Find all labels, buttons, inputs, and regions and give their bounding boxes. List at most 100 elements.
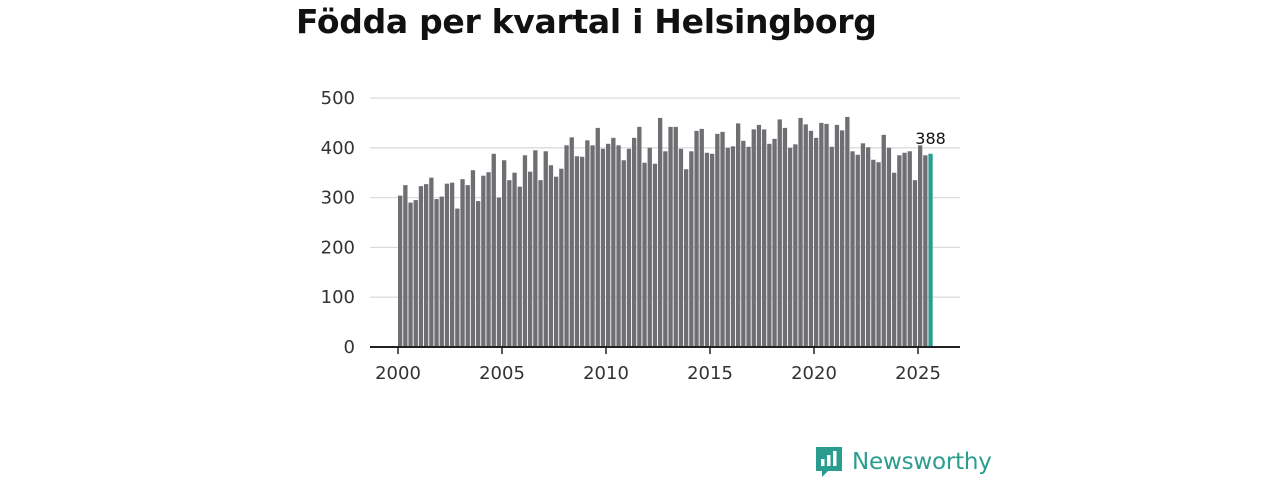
y-tick-label: 500 — [321, 88, 355, 109]
bar — [777, 119, 782, 347]
bar — [814, 137, 819, 347]
brand-name: Newsworthy — [852, 449, 992, 475]
bar — [496, 197, 502, 347]
bar — [491, 153, 496, 347]
bar — [798, 117, 803, 347]
bar — [803, 124, 808, 347]
x-tick-label: 2010 — [583, 363, 629, 384]
bar — [782, 127, 788, 347]
bar — [694, 130, 699, 347]
bar — [538, 180, 543, 347]
bar — [819, 122, 824, 348]
bar — [668, 126, 673, 347]
bar — [626, 148, 632, 347]
bar — [730, 146, 736, 347]
bar — [528, 171, 533, 347]
bar — [699, 128, 704, 347]
bar — [502, 160, 507, 347]
bar — [647, 147, 652, 347]
bar — [455, 208, 460, 347]
bar — [767, 143, 772, 347]
bar — [720, 131, 725, 347]
y-tick-label: 400 — [321, 138, 355, 159]
bar — [793, 144, 798, 347]
bar — [574, 156, 580, 347]
bar — [517, 186, 522, 347]
bar-highlight — [928, 153, 933, 347]
bar — [678, 148, 684, 347]
bar — [746, 146, 751, 347]
bar — [897, 155, 902, 347]
bar — [704, 152, 710, 347]
bar — [663, 151, 668, 347]
bar — [580, 156, 585, 347]
y-tick-label: 100 — [321, 287, 355, 308]
bar — [834, 124, 840, 347]
bar — [559, 168, 564, 347]
x-tick-label: 2025 — [895, 363, 941, 384]
bar — [886, 147, 892, 347]
bar — [590, 145, 595, 347]
bar — [507, 180, 512, 347]
bar — [564, 145, 569, 347]
y-tick-label: 300 — [321, 188, 355, 209]
bar — [689, 151, 694, 347]
bar — [403, 185, 408, 347]
bar — [860, 143, 866, 347]
bar — [762, 129, 767, 347]
bar — [918, 145, 923, 347]
bar — [470, 170, 476, 347]
bar — [840, 130, 845, 347]
bar — [512, 172, 517, 347]
bar — [585, 140, 590, 347]
bar — [725, 147, 730, 347]
bar — [418, 186, 424, 347]
bar — [444, 183, 450, 347]
x-tick-label: 2000 — [375, 363, 421, 384]
bar — [652, 163, 658, 347]
bar — [434, 199, 439, 347]
bar — [465, 185, 470, 347]
bar — [658, 117, 663, 347]
bar — [481, 175, 486, 347]
chart-title: Födda per kvartal i Helsingborg — [296, 2, 877, 41]
bar — [876, 162, 881, 347]
bar — [892, 172, 897, 347]
x-tick-label: 2005 — [479, 363, 525, 384]
bar — [569, 137, 574, 347]
bar — [673, 126, 678, 347]
bar — [907, 151, 912, 347]
bar — [548, 165, 554, 347]
bar — [923, 155, 928, 347]
bar — [772, 138, 777, 347]
bar — [788, 147, 793, 347]
newsworthy-brand: Newsworthy — [814, 445, 992, 479]
bar — [824, 123, 829, 348]
x-tick-label: 2020 — [791, 363, 837, 384]
bar — [621, 160, 626, 347]
bar — [439, 196, 444, 347]
bar — [866, 147, 871, 347]
bar — [460, 179, 465, 347]
bar — [486, 172, 491, 347]
bar — [902, 152, 907, 347]
bar — [684, 169, 689, 347]
bar — [616, 145, 621, 347]
bar — [413, 200, 418, 347]
bar — [450, 182, 455, 347]
bar — [408, 202, 413, 347]
bar-value-label: 388 — [915, 129, 946, 148]
bar — [600, 148, 606, 347]
bar — [606, 143, 611, 347]
bar — [845, 116, 850, 347]
x-tick-label: 2015 — [687, 363, 733, 384]
bar — [642, 162, 647, 347]
tick-labels: 0 100 200 300 400 500 388 2000 2005 2010 2015 2020 2… — [321, 88, 946, 384]
y-tick-label: 0 — [344, 337, 355, 358]
bar — [808, 130, 814, 347]
bar — [751, 129, 756, 347]
y-tick-label: 200 — [321, 237, 355, 258]
bar — [398, 195, 403, 347]
bar — [710, 153, 715, 347]
